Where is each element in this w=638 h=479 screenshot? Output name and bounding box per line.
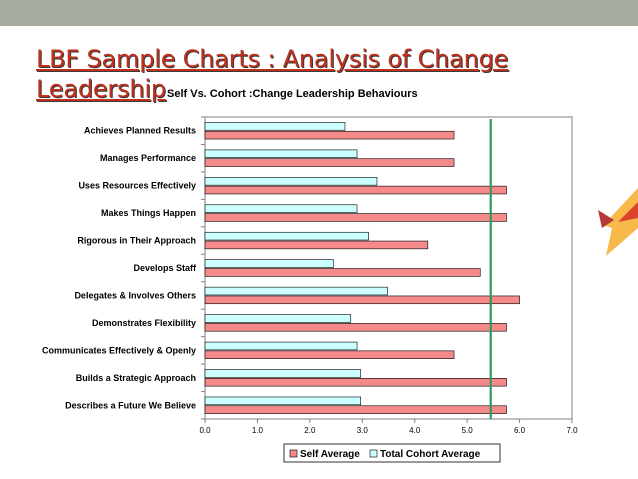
x-tick-label: 5.0	[462, 426, 474, 435]
bar-cohort-average	[204, 259, 334, 268]
category-label: Rigorous in Their Approach	[77, 236, 196, 246]
chart-title: Self Vs. Cohort :Change Leadership Behav…	[167, 88, 418, 100]
x-tick-label: 2.0	[304, 426, 316, 435]
category-label: Achieves Planned Results	[84, 126, 196, 136]
bar-self-average	[204, 268, 481, 277]
bar-self-average	[204, 350, 455, 359]
category-label: Builds a Strategic Approach	[76, 373, 196, 383]
bar-self-average	[204, 213, 507, 222]
bar-cohort-average	[204, 369, 362, 378]
bar-self-average	[204, 323, 507, 332]
slide-title-line2: Leadership	[36, 75, 166, 103]
category-label: Uses Resources Effectively	[78, 181, 196, 191]
category-label: Makes Things Happen	[101, 208, 196, 218]
legend-box	[283, 443, 501, 463]
category-label: Demonstrates Flexibility	[92, 318, 196, 328]
x-tick-label: 7.0	[566, 426, 578, 435]
bar-self-average	[204, 130, 455, 140]
x-tick-label: 3.0	[357, 426, 369, 435]
bar-self-average	[204, 378, 507, 387]
category-label: Describes a Future We Believe	[65, 400, 196, 410]
category-label: Manages Performance	[100, 153, 196, 163]
bar-self-average	[204, 158, 455, 167]
legend-label-cohort: Total Cohort Average	[380, 449, 481, 460]
bar-cohort-average	[204, 177, 378, 186]
bar-cohort-average	[204, 314, 352, 323]
plot-area	[204, 116, 573, 420]
bar-cohort-average	[204, 204, 358, 213]
bar-self-average	[204, 405, 507, 414]
bar-cohort-average	[204, 396, 362, 406]
bar-self-average	[204, 295, 520, 305]
x-tick-label: 1.0	[252, 426, 264, 435]
top-banner	[0, 0, 638, 26]
x-tick-label: 6.0	[514, 426, 526, 435]
bar-self-average	[204, 185, 507, 195]
legend-swatch-cohort	[369, 449, 378, 458]
decorative-star-logo	[598, 188, 638, 256]
legend-label-self: Self Average	[300, 449, 360, 460]
bar-cohort-average	[204, 122, 346, 131]
legend-swatch-self	[289, 449, 298, 458]
bar-self-average	[204, 240, 429, 250]
x-tick-label: 0.0	[199, 426, 211, 435]
x-tick-label: 4.0	[409, 426, 421, 435]
category-label: Develops Staff	[133, 263, 197, 273]
bar-cohort-average	[204, 341, 358, 351]
bar-cohort-average	[204, 286, 388, 296]
category-label: Communicates Effectively & Openly	[42, 345, 196, 355]
slide-title-line1: LBF Sample Charts : Analysis of Change	[36, 45, 509, 73]
bar-cohort-average	[204, 149, 358, 158]
category-label: Delegates & Involves Others	[74, 290, 196, 300]
slide-title: LBF Sample Charts : Analysis of Change L…	[36, 44, 596, 104]
bar-cohort-average	[204, 231, 369, 241]
